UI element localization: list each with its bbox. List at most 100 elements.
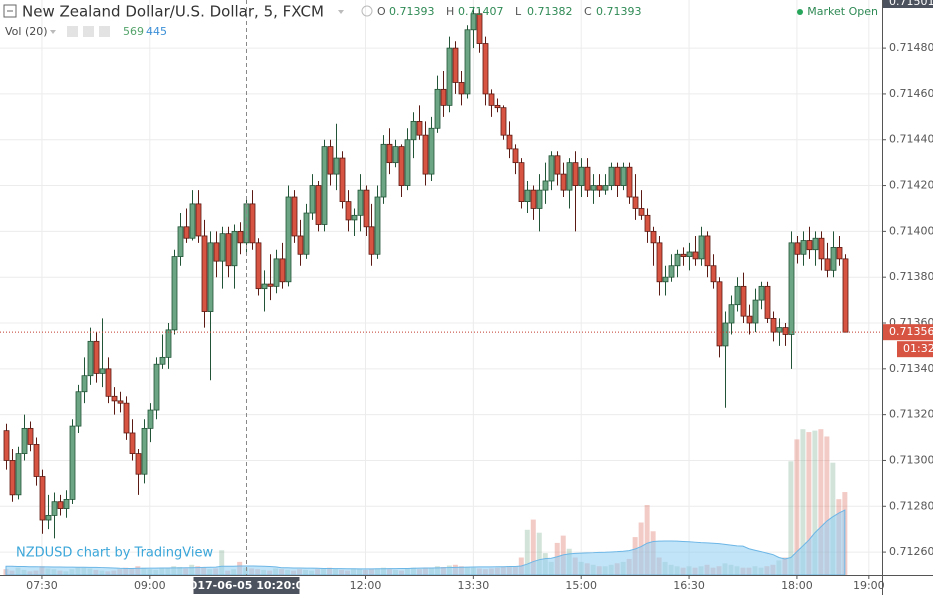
candle-body xyxy=(728,304,735,324)
candle-body xyxy=(818,237,825,260)
volume-label: Vol (20) xyxy=(5,25,48,38)
candle-body xyxy=(315,185,322,225)
candle-body xyxy=(524,189,531,202)
candle-body xyxy=(392,146,399,164)
ohlc-value: 0.71393 xyxy=(389,5,435,18)
more-icon[interactable] xyxy=(99,26,110,37)
candle-body xyxy=(129,432,136,454)
candle-body xyxy=(380,143,387,198)
volume-bar xyxy=(644,505,650,575)
candle-body xyxy=(51,501,58,516)
candle-body xyxy=(578,166,585,186)
candle-body xyxy=(656,242,663,283)
candle-body xyxy=(584,166,591,191)
y-tick-label: 0.71480 xyxy=(889,41,933,54)
visibility-icon[interactable] xyxy=(361,5,373,17)
candle-body xyxy=(9,460,16,496)
candle-body xyxy=(530,189,537,209)
y-tick-label: 0.71280 xyxy=(889,499,933,512)
candle-body xyxy=(764,285,771,319)
candle-body xyxy=(500,107,507,136)
close-icon[interactable] xyxy=(83,26,94,37)
candle-body xyxy=(363,189,370,228)
last-price-box xyxy=(883,324,933,341)
candle-body xyxy=(830,247,837,271)
candle-body xyxy=(698,235,705,260)
candle-body xyxy=(842,258,849,333)
x-tick-label: 16:30 xyxy=(673,579,705,592)
candle-body xyxy=(782,327,789,335)
candle-body xyxy=(267,283,274,287)
candle-body xyxy=(39,476,46,521)
candle-body xyxy=(99,368,106,374)
candle-body xyxy=(225,233,232,267)
candle-body xyxy=(345,201,352,221)
y-tick-label: 0.71420 xyxy=(889,179,933,192)
candle-body xyxy=(45,515,52,521)
candle-body xyxy=(824,258,831,271)
candle-body xyxy=(722,322,729,347)
candle-body xyxy=(470,13,477,31)
candle-body xyxy=(237,230,244,244)
candle-body xyxy=(171,256,178,331)
candle-body xyxy=(674,253,681,267)
candle-body xyxy=(117,400,124,404)
candle-body xyxy=(650,230,657,244)
candle-body xyxy=(243,203,250,244)
candle-body xyxy=(69,425,76,500)
collapse-icon[interactable] xyxy=(3,4,17,18)
candle-body xyxy=(740,285,747,317)
candle-body xyxy=(189,203,196,239)
ohlc-value: 0.71382 xyxy=(527,5,573,18)
volume-bar xyxy=(794,439,800,575)
candle-body xyxy=(770,318,777,333)
candle-body xyxy=(93,340,100,374)
market-status-dot xyxy=(797,9,803,15)
chart-title: New Zealand Dollar/U.S. Dollar, 5, FXCM xyxy=(22,3,324,21)
volume-menu-arrow[interactable] xyxy=(50,30,56,34)
candle-body xyxy=(572,162,579,186)
title-menu-arrow[interactable] xyxy=(338,10,344,14)
volume-ma-value: 445 xyxy=(146,25,167,38)
candle-body xyxy=(219,233,226,262)
candle-body xyxy=(632,196,639,209)
candle-body xyxy=(177,226,184,257)
candle-body xyxy=(386,143,393,164)
settings-icon[interactable] xyxy=(67,26,78,37)
y-tick-label: 0.71340 xyxy=(889,362,933,375)
countdown-box xyxy=(897,341,933,358)
y-tick-label: 0.71260 xyxy=(889,545,933,558)
volume-bar xyxy=(800,429,806,575)
candle-body xyxy=(644,214,651,232)
candle-body xyxy=(261,283,268,290)
candle-layer xyxy=(3,6,849,539)
ohlc-key: L xyxy=(515,5,522,18)
candle-body xyxy=(518,162,525,202)
volume-ma-area xyxy=(5,509,846,576)
candle-body xyxy=(668,265,675,278)
candle-body xyxy=(710,265,717,283)
x-tick-label: 13:30 xyxy=(458,579,490,592)
x-tick-label: 19:00 xyxy=(853,579,885,592)
candle-body xyxy=(464,29,471,95)
candle-body xyxy=(434,88,441,129)
candle-body xyxy=(542,180,549,191)
candle-body xyxy=(339,157,346,202)
candle-body xyxy=(207,242,214,312)
candle-body xyxy=(255,242,262,290)
candle-body xyxy=(105,368,112,397)
candle-body xyxy=(201,235,208,312)
candle-body xyxy=(680,253,687,257)
candle-body xyxy=(446,47,453,106)
candle-body xyxy=(758,285,765,301)
candle-body xyxy=(87,340,94,377)
candle-body xyxy=(590,185,597,191)
x-tick-label: 15:00 xyxy=(565,579,597,592)
candle-body xyxy=(596,185,603,191)
candle-body xyxy=(812,237,819,251)
candle-body xyxy=(273,258,280,287)
candle-body xyxy=(374,196,381,255)
volume-bar xyxy=(530,519,536,575)
ohlc-value: 0.71407 xyxy=(458,5,504,18)
x-tick-label: 18:00 xyxy=(781,579,813,592)
